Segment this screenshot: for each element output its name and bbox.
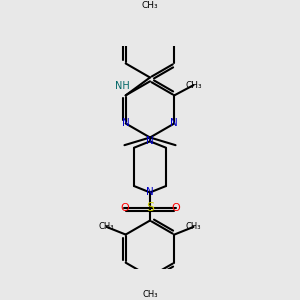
Text: O: O	[171, 203, 180, 213]
Text: CH₃: CH₃	[142, 2, 158, 10]
Text: CH₃: CH₃	[186, 222, 201, 231]
Text: N: N	[146, 136, 154, 146]
Text: CH₃: CH₃	[142, 290, 158, 299]
Text: CH₃: CH₃	[99, 222, 114, 231]
Text: CH₃: CH₃	[185, 81, 202, 90]
Text: S: S	[146, 201, 154, 214]
Text: N: N	[146, 188, 154, 197]
Text: NH: NH	[115, 81, 130, 92]
Text: O: O	[120, 203, 129, 213]
Text: N: N	[170, 118, 178, 128]
Text: N: N	[122, 118, 130, 128]
